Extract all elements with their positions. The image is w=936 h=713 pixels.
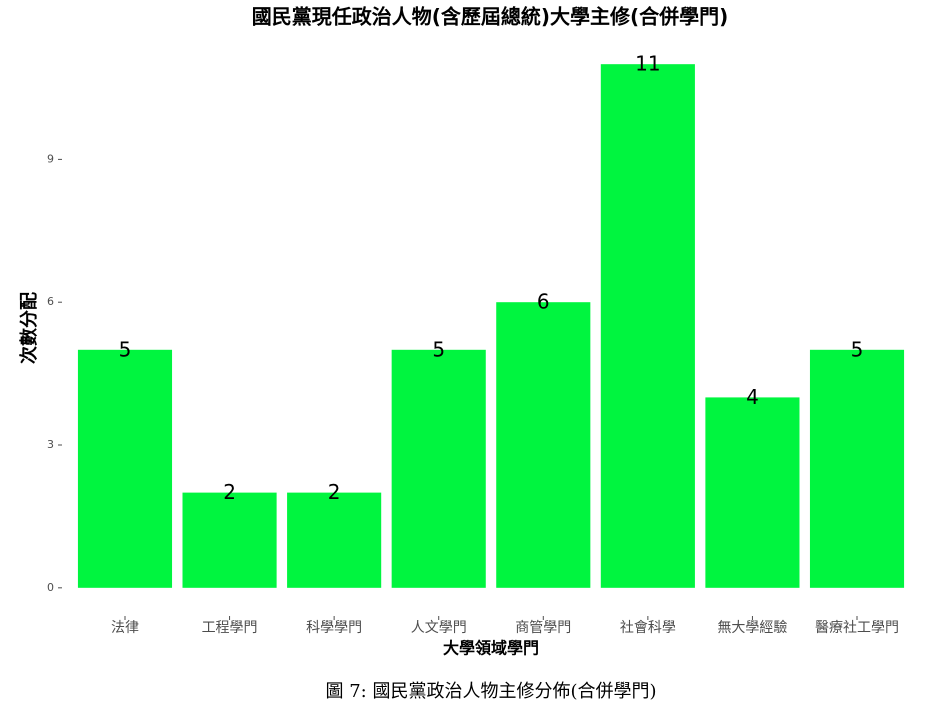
x-tick-label: 人文學門: [411, 620, 467, 636]
x-tick-label: 醫療社工學門: [815, 619, 899, 636]
x-tick-label: 無大學經驗: [717, 620, 787, 636]
value-label: 4: [746, 385, 759, 409]
value-label: 5: [851, 337, 864, 361]
x-tick-label: 商管學門: [515, 620, 571, 636]
value-label: 11: [635, 52, 660, 76]
bar: [77, 349, 173, 588]
value-label: 5: [432, 337, 445, 361]
value-label: 2: [223, 480, 236, 504]
bar: [496, 302, 591, 588]
bar: [287, 492, 382, 588]
bar: [182, 492, 277, 588]
y-axis-label: 次數分配: [18, 292, 40, 364]
y-tick-label: 0: [47, 581, 54, 594]
bar: [705, 397, 800, 588]
x-tick-label: 工程學門: [202, 620, 258, 636]
x-tick-label: 社會科學: [620, 620, 676, 636]
bar: [391, 349, 486, 588]
y-tick-label: 3: [47, 438, 54, 451]
bar: [809, 349, 905, 588]
x-tick-label: 法律: [111, 620, 139, 636]
value-label: 6: [537, 290, 550, 314]
y-tick-label: 9: [47, 152, 54, 165]
bar: [600, 64, 695, 588]
value-label: 2: [328, 480, 341, 504]
value-label: 5: [119, 337, 132, 361]
x-axis-label: 大學領域學門: [443, 639, 539, 658]
y-tick-label: 6: [47, 295, 54, 308]
chart-title: 國民黨現任政治人物(含歷屆總統)大學主修(合併學門): [252, 5, 729, 29]
caption: 圖 7: 國民黨政治人物主修分佈(合併學門): [325, 681, 656, 702]
x-tick-label: 科學學門: [306, 620, 362, 636]
